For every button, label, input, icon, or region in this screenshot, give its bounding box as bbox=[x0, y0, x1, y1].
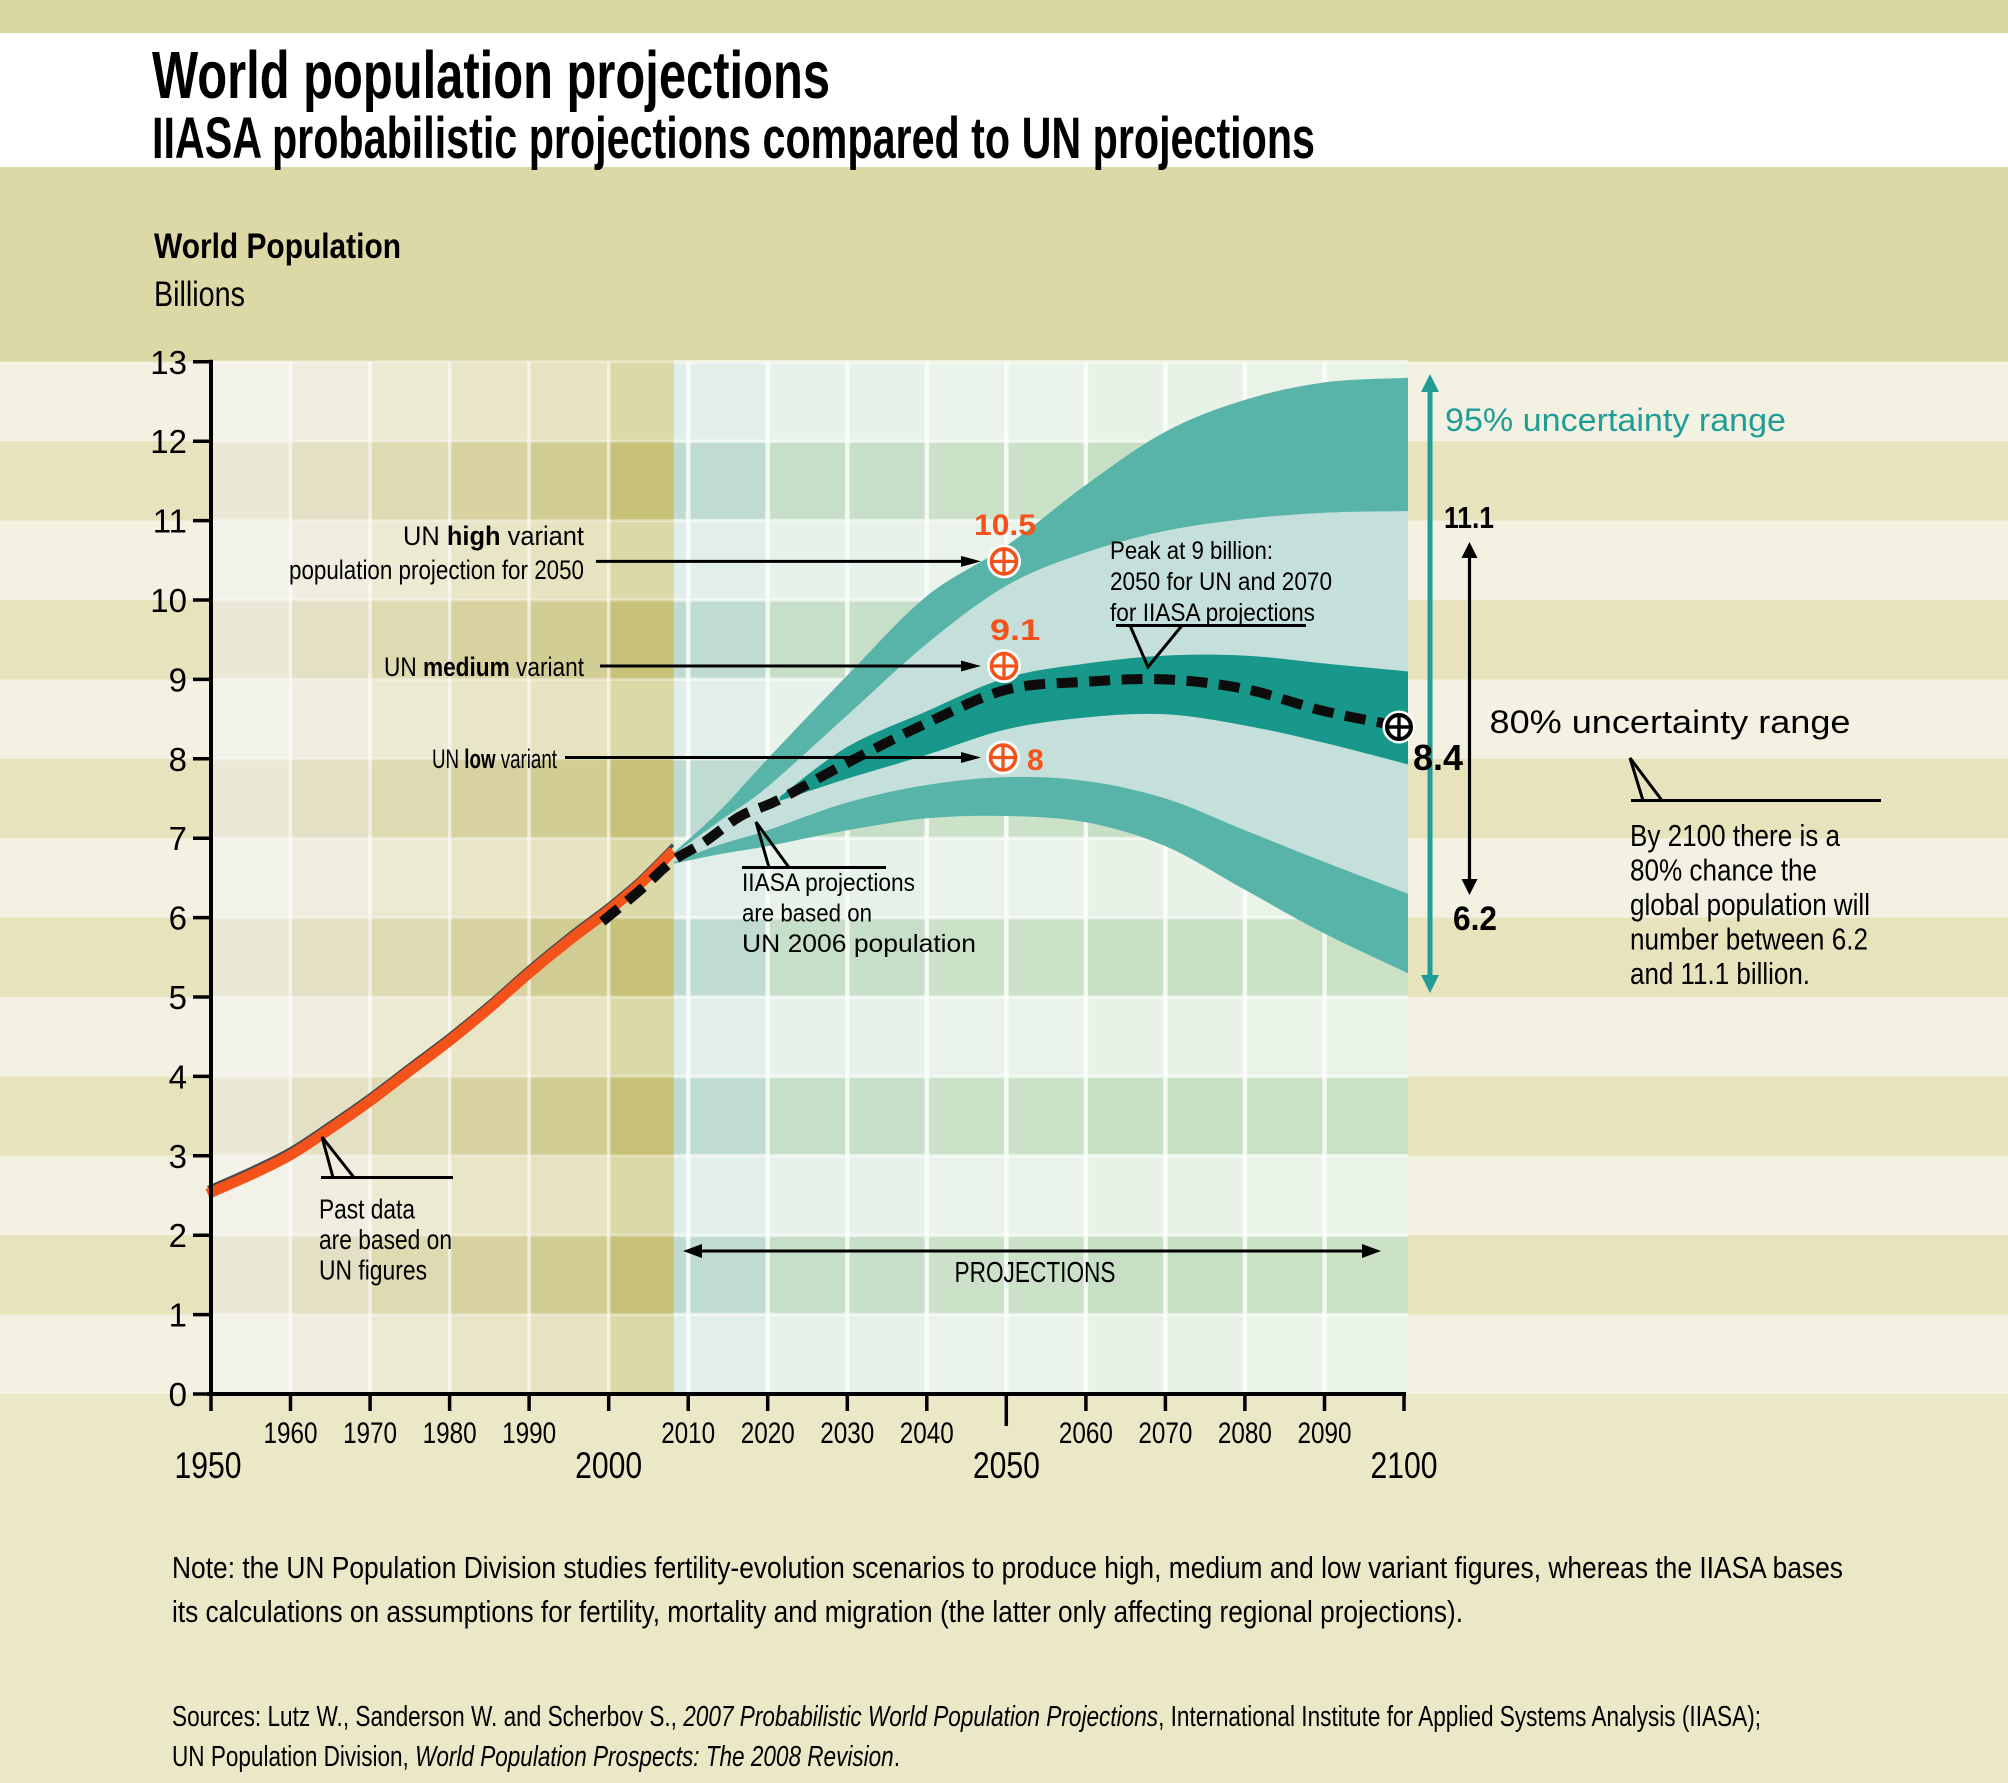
svg-text:1960: 1960 bbox=[264, 1417, 318, 1450]
svg-text:global population will: global population will bbox=[1630, 887, 1870, 922]
svg-text:Billions: Billions bbox=[154, 275, 245, 314]
svg-text:2080: 2080 bbox=[1218, 1417, 1272, 1450]
svg-text:UN figures: UN figures bbox=[319, 1255, 427, 1286]
svg-text:2: 2 bbox=[169, 1217, 187, 1254]
svg-text:7: 7 bbox=[169, 820, 187, 857]
svg-text:2070: 2070 bbox=[1138, 1417, 1192, 1450]
svg-text:its calculations on assumption: its calculations on assumptions for fert… bbox=[172, 1594, 1463, 1629]
svg-text:IIASA projections: IIASA projections bbox=[742, 869, 915, 897]
svg-text:population projection for 2050: population projection for 2050 bbox=[289, 555, 584, 585]
svg-text:80% uncertainty range: 80% uncertainty range bbox=[1490, 704, 1851, 740]
svg-text:9.1: 9.1 bbox=[990, 614, 1040, 647]
svg-text:95% uncertainty range: 95% uncertainty range bbox=[1445, 402, 1786, 438]
svg-text:2100: 2100 bbox=[1370, 1445, 1437, 1486]
svg-text:2000: 2000 bbox=[575, 1445, 642, 1486]
svg-text:Past data: Past data bbox=[319, 1194, 415, 1225]
svg-text:1980: 1980 bbox=[423, 1417, 477, 1450]
svg-text:6: 6 bbox=[169, 900, 187, 937]
svg-text:Peak at 9 billion:: Peak at 9 billion: bbox=[1110, 537, 1273, 565]
svg-text:2090: 2090 bbox=[1297, 1417, 1351, 1450]
svg-text:UN low variant: UN low variant bbox=[432, 744, 557, 774]
svg-text:2010: 2010 bbox=[661, 1417, 715, 1450]
svg-text:UN medium variant: UN medium variant bbox=[384, 652, 584, 682]
svg-text:8.4: 8.4 bbox=[1413, 737, 1463, 778]
svg-text:8: 8 bbox=[169, 741, 187, 778]
svg-text:5: 5 bbox=[169, 979, 187, 1016]
svg-text:By 2100 there is a: By 2100 there is a bbox=[1630, 818, 1841, 853]
svg-text:2060: 2060 bbox=[1059, 1417, 1113, 1450]
svg-text:World Population: World Population bbox=[154, 227, 401, 266]
svg-text:are based on: are based on bbox=[742, 900, 872, 928]
svg-text:3: 3 bbox=[169, 1138, 187, 1175]
svg-text:World population projections: World population projections bbox=[152, 38, 830, 113]
svg-text:13: 13 bbox=[150, 344, 187, 381]
svg-text:11: 11 bbox=[153, 503, 187, 540]
svg-text:and 11.1 billion.: and 11.1 billion. bbox=[1630, 956, 1810, 991]
svg-text:9: 9 bbox=[169, 661, 187, 698]
svg-text:0: 0 bbox=[169, 1376, 187, 1413]
svg-text:PROJECTIONS: PROJECTIONS bbox=[955, 1257, 1116, 1289]
svg-text:IIASA probabilistic projection: IIASA probabilistic projections compared… bbox=[152, 106, 1315, 171]
svg-text:for IIASA projections: for IIASA projections bbox=[1110, 599, 1315, 627]
svg-text:11.1: 11.1 bbox=[1444, 500, 1494, 535]
svg-text:80% chance the: 80% chance the bbox=[1630, 853, 1817, 888]
svg-text:12: 12 bbox=[150, 423, 187, 460]
svg-text:UN high variant: UN high variant bbox=[403, 521, 584, 551]
svg-text:8: 8 bbox=[1027, 744, 1044, 777]
svg-text:number between 6.2: number between 6.2 bbox=[1630, 922, 1868, 957]
svg-text:2030: 2030 bbox=[820, 1417, 874, 1450]
svg-text:1: 1 bbox=[169, 1297, 187, 1334]
svg-text:2020: 2020 bbox=[741, 1417, 795, 1450]
svg-text:are based on: are based on bbox=[319, 1224, 452, 1255]
svg-text:1950: 1950 bbox=[175, 1445, 242, 1486]
svg-text:10: 10 bbox=[150, 582, 187, 619]
svg-text:UN 2006 population: UN 2006 population bbox=[742, 930, 976, 958]
svg-text:10.5: 10.5 bbox=[974, 509, 1036, 542]
svg-text:UN Population Division, World: UN Population Division, World Population… bbox=[172, 1741, 900, 1773]
svg-text:4: 4 bbox=[169, 1058, 187, 1095]
svg-text:Sources: Lutz W., Sanderson W.: Sources: Lutz W., Sanderson W. and Scher… bbox=[172, 1701, 1761, 1733]
svg-text:2040: 2040 bbox=[900, 1417, 954, 1450]
svg-text:6.2: 6.2 bbox=[1453, 900, 1497, 938]
svg-text:1990: 1990 bbox=[502, 1417, 556, 1450]
svg-text:Note: the UN Population Divisi: Note: the UN Population Division studies… bbox=[172, 1550, 1843, 1585]
svg-text:2050 for UN and 2070: 2050 for UN and 2070 bbox=[1110, 568, 1332, 596]
svg-text:2050: 2050 bbox=[973, 1445, 1040, 1486]
svg-text:1970: 1970 bbox=[343, 1417, 397, 1450]
